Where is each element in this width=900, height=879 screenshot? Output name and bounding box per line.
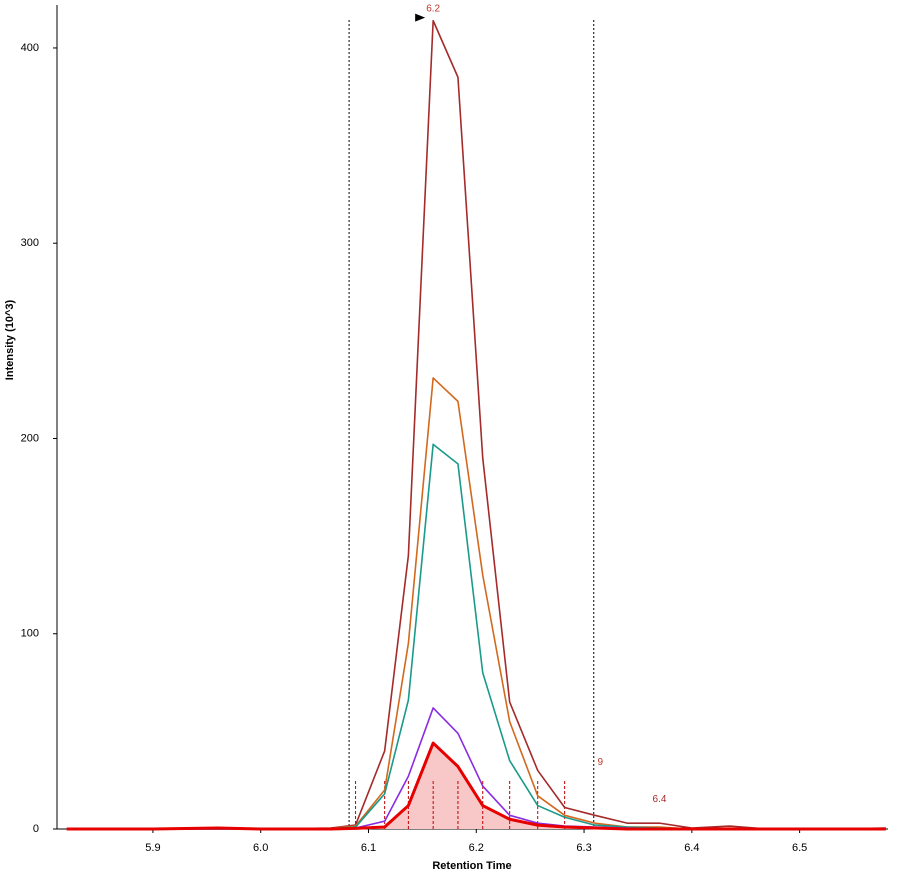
x-tick-label: 5.9 <box>145 842 160 854</box>
y-tick-label: 200 <box>21 432 39 444</box>
series-line <box>66 377 886 830</box>
annotation: 6.2 <box>426 3 440 14</box>
y-tick-label: 300 <box>21 237 39 249</box>
x-tick-label: 6.0 <box>253 842 268 854</box>
y-tick-label: 100 <box>21 628 39 640</box>
x-tick-label: 6.2 <box>469 842 484 854</box>
x-tick-label: 6.1 <box>361 842 376 854</box>
series-area <box>66 743 886 829</box>
annotation: 6.4 <box>653 794 667 805</box>
y-axis-title: Intensity (10^3) <box>4 299 16 380</box>
y-tick-label: 400 <box>21 42 39 54</box>
series-line <box>66 19 886 830</box>
x-tick-label: 6.3 <box>576 842 591 854</box>
series-line <box>66 741 886 831</box>
peak-arrow <box>415 13 426 22</box>
annotation: 9 <box>597 757 603 768</box>
x-tick-label: 6.5 <box>792 842 807 854</box>
x-axis-title: Retention Time <box>432 860 511 872</box>
x-tick-label: 6.4 <box>684 842 699 854</box>
y-tick-label: 0 <box>33 823 39 835</box>
